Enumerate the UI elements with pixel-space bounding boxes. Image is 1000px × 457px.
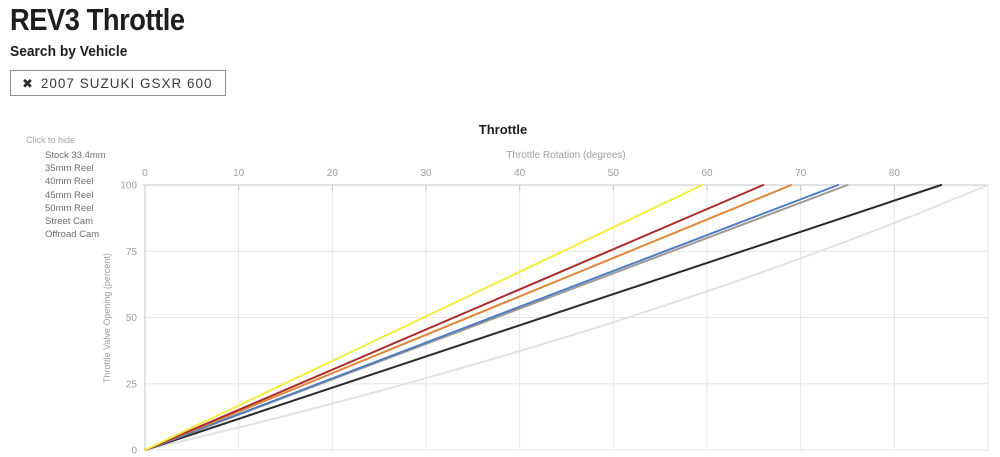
xtick-label: 20: [327, 168, 339, 179]
xtick-label: 0: [142, 168, 148, 179]
series-line-35mm-reel: [144, 184, 943, 451]
xtick-label: 30: [420, 168, 432, 179]
page-title: REV3 Throttle: [10, 2, 185, 37]
legend-hint: Click to hide: [26, 135, 76, 145]
ytick-label: 100: [120, 181, 137, 192]
vehicle-chip: ✖ 2007 SUZUKI GSXR 600: [10, 70, 227, 96]
vehicle-chip-label: 2007 SUZUKI GSXR 600: [40, 75, 213, 91]
legend-item-stock-33.4mm[interactable]: Stock 33.4mm: [45, 150, 106, 161]
chart-title: Throttle: [478, 122, 528, 137]
ytick-label: 0: [131, 446, 137, 457]
xtick-label: 50: [608, 168, 620, 179]
xtick-label: 10: [233, 168, 245, 179]
xtick-label: 80: [889, 168, 901, 179]
xtick-label: 70: [795, 168, 807, 179]
series-line-45mm-reel: [144, 184, 765, 451]
legend-item-40mm-reel[interactable]: 40mm Reel: [45, 176, 94, 188]
series-line-50mm-reel: [144, 184, 704, 451]
remove-vehicle-icon[interactable]: ✖: [22, 75, 33, 91]
legend-item-50mm-reel[interactable]: 50mm Reel: [45, 202, 94, 214]
legend-items: Stock 33.4mm 35mm Reel 40mm Reel 45mm Reel 5…: [26, 149, 106, 241]
search-by-vehicle-label: Search by Vehicle: [10, 43, 128, 60]
xtick-label: 40: [514, 168, 526, 179]
legend-item-45mm-reel[interactable]: 45mm Reel: [45, 189, 94, 201]
series-legend: Click to hide Stock 33.4mm 35mm Reel 40mm …: [26, 135, 106, 241]
ytick-label: 50: [126, 313, 138, 324]
ytick-label: 25: [126, 379, 138, 390]
series-line-stock-33.4mm: [144, 184, 989, 451]
legend-item-35mm-reel[interactable]: 35mm Reel: [45, 163, 94, 175]
legend-item-offroad-cam[interactable]: Offroad Cam: [45, 229, 100, 241]
series-line-street-cam: [144, 184, 793, 451]
xaxis-title: Throttle Rotation (degrees): [506, 150, 626, 161]
series-line-offroad-cam: [144, 184, 840, 451]
legend-item-street-cam[interactable]: Street Cam: [45, 215, 94, 227]
xtick-label: 60: [701, 168, 713, 179]
ytick-label: 75: [126, 247, 138, 258]
